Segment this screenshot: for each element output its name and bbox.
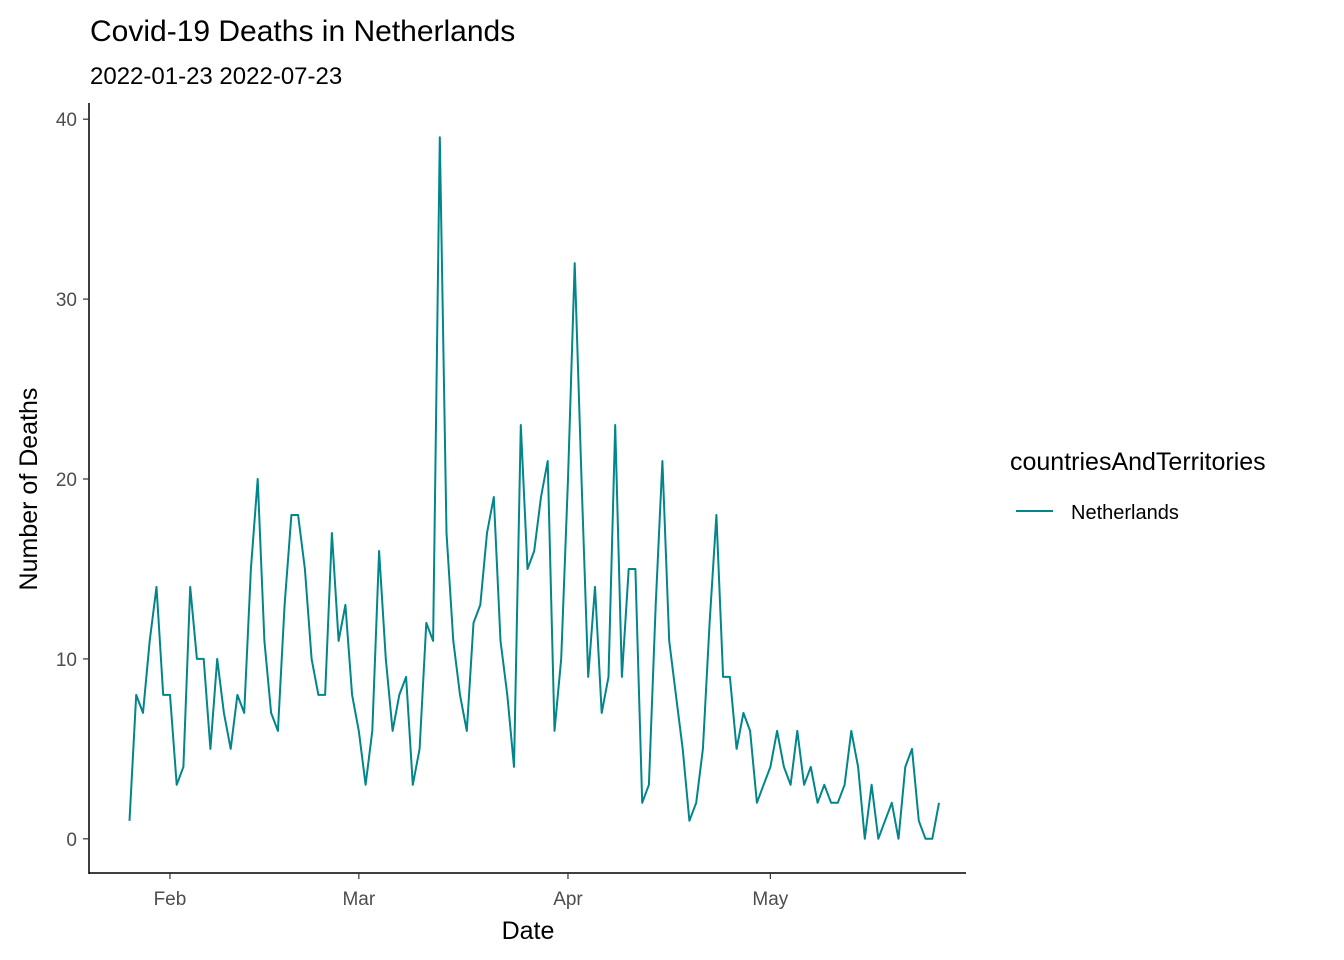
x-tick-label: Mar (342, 889, 375, 910)
y-tick-label: 30 (56, 290, 77, 311)
x-tick-label: May (752, 889, 788, 910)
x-axis-title: Date (502, 917, 555, 945)
series-line-netherlands (128, 136, 940, 840)
x-tick-label: Apr (553, 889, 583, 910)
y-axis-title: Number of Deaths (15, 388, 43, 591)
plot-area (128, 136, 940, 840)
chart-title: Covid-19 Deaths in Netherlands (90, 15, 515, 48)
legend: countriesAndTerritories Netherlands (1010, 448, 1266, 524)
chart-subtitle: 2022-01-23 2022-07-23 (90, 63, 342, 90)
x-tick-label: Feb (154, 889, 187, 910)
y-tick-label: 40 (56, 110, 77, 131)
y-tick-label: 20 (56, 470, 77, 491)
y-tick-label: 0 (66, 830, 77, 851)
y-tick-label: 10 (56, 650, 77, 671)
legend-label-netherlands: Netherlands (1071, 502, 1179, 524)
legend-title: countriesAndTerritories (1010, 448, 1266, 476)
x-axis-ticks: Feb Mar Apr May (154, 873, 789, 910)
y-axis-ticks: 0 10 20 30 40 (56, 110, 89, 851)
